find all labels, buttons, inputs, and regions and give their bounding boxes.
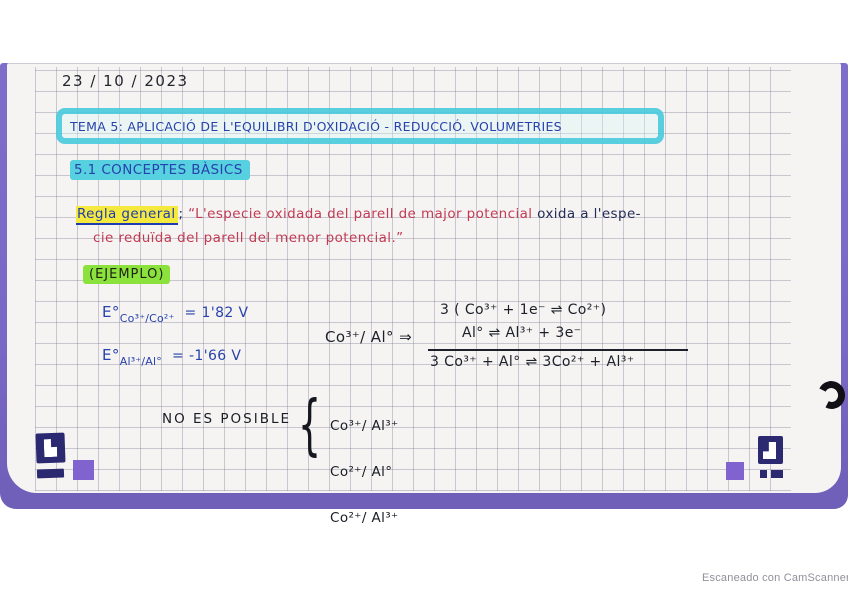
- not-possible-item: Co³⁺/ Al³⁺: [330, 418, 399, 434]
- not-possible-list: Co³⁺/ Al³⁺ Co²⁺/ Al° Co²⁺/ Al³⁺: [330, 392, 399, 553]
- potential-couple: Al³⁺/Al°: [119, 355, 162, 368]
- scan-corner-bar-right: [760, 470, 767, 478]
- general-rule-line2: cie reduïda del parell del menor potenci…: [93, 230, 404, 246]
- not-possible-item: Co²⁺/ Al°: [330, 464, 393, 480]
- chapter-title-highlight-box: TEMA 5: APLICACIÓ DE L'EQUILIBRI D'OXIDA…: [56, 108, 664, 144]
- general-rule-label: Regla general: [76, 206, 179, 225]
- potential-value: = -1'66 V: [171, 348, 242, 364]
- purple-grid-cell-right: [726, 462, 744, 480]
- standard-potential-al: E°Al³⁺/Al° = -1'66 V: [102, 345, 241, 368]
- scan-corner-marker-right-icon: [758, 436, 783, 464]
- scan-corner-bar-right: [771, 470, 783, 478]
- potential-symbol: E°: [102, 346, 120, 364]
- example-label: (EJEMPLO): [83, 265, 171, 284]
- not-possible-label: NO ES POSIBLE: [162, 411, 292, 427]
- corner-glyph-icon: [763, 442, 776, 459]
- half-reaction-oxidation: Al° ⇌ Al³⁺ + 3e⁻: [462, 325, 582, 341]
- scan-purple-backdrop: [0, 63, 848, 509]
- general-rule-line1: Regla general; “L'especie oxidada del pa…: [76, 206, 641, 225]
- section-heading: 5.1 CONCEPTES BÀSICS: [70, 160, 250, 180]
- standard-potential-co: E°Co³⁺/Co²⁺ = 1'82 V: [102, 302, 249, 325]
- potential-symbol: E°: [102, 303, 120, 321]
- reaction-couple: Co³⁺/ Al° ⇒: [325, 328, 413, 346]
- half-reaction-reduction: 3 ( Co³⁺ + 1e⁻ ⇌ Co²⁺): [440, 302, 607, 318]
- overall-reaction: 3 Co³⁺ + Al° ⇌ 3Co²⁺ + Al³⁺: [430, 354, 635, 370]
- rule-quote-dark: oxida a l'espe-: [537, 206, 641, 222]
- scan-corner-bar-left: [36, 468, 65, 479]
- reaction-sum-line: [428, 349, 688, 351]
- note-date: 23 / 10 / 2023: [62, 72, 189, 90]
- potential-couple: Co³⁺/Co²⁺: [119, 312, 175, 325]
- not-possible-item: Co²⁺/ Al³⁺: [330, 510, 399, 526]
- chapter-title: TEMA 5: APLICACIÓ DE L'EQUILIBRI D'OXIDA…: [70, 118, 562, 134]
- rule-quote-red: “L'especie oxidada del parell de major p…: [188, 206, 538, 222]
- potential-value: = 1'82 V: [184, 305, 249, 321]
- scan-corner-marker-left-icon: [35, 432, 66, 464]
- curly-brace: {: [298, 386, 322, 463]
- purple-grid-cell-left: [73, 460, 94, 480]
- rule-separator: ;: [178, 206, 189, 222]
- corner-glyph-icon: [44, 439, 58, 457]
- camscanner-watermark: Escaneado con CamScanner: [702, 572, 848, 584]
